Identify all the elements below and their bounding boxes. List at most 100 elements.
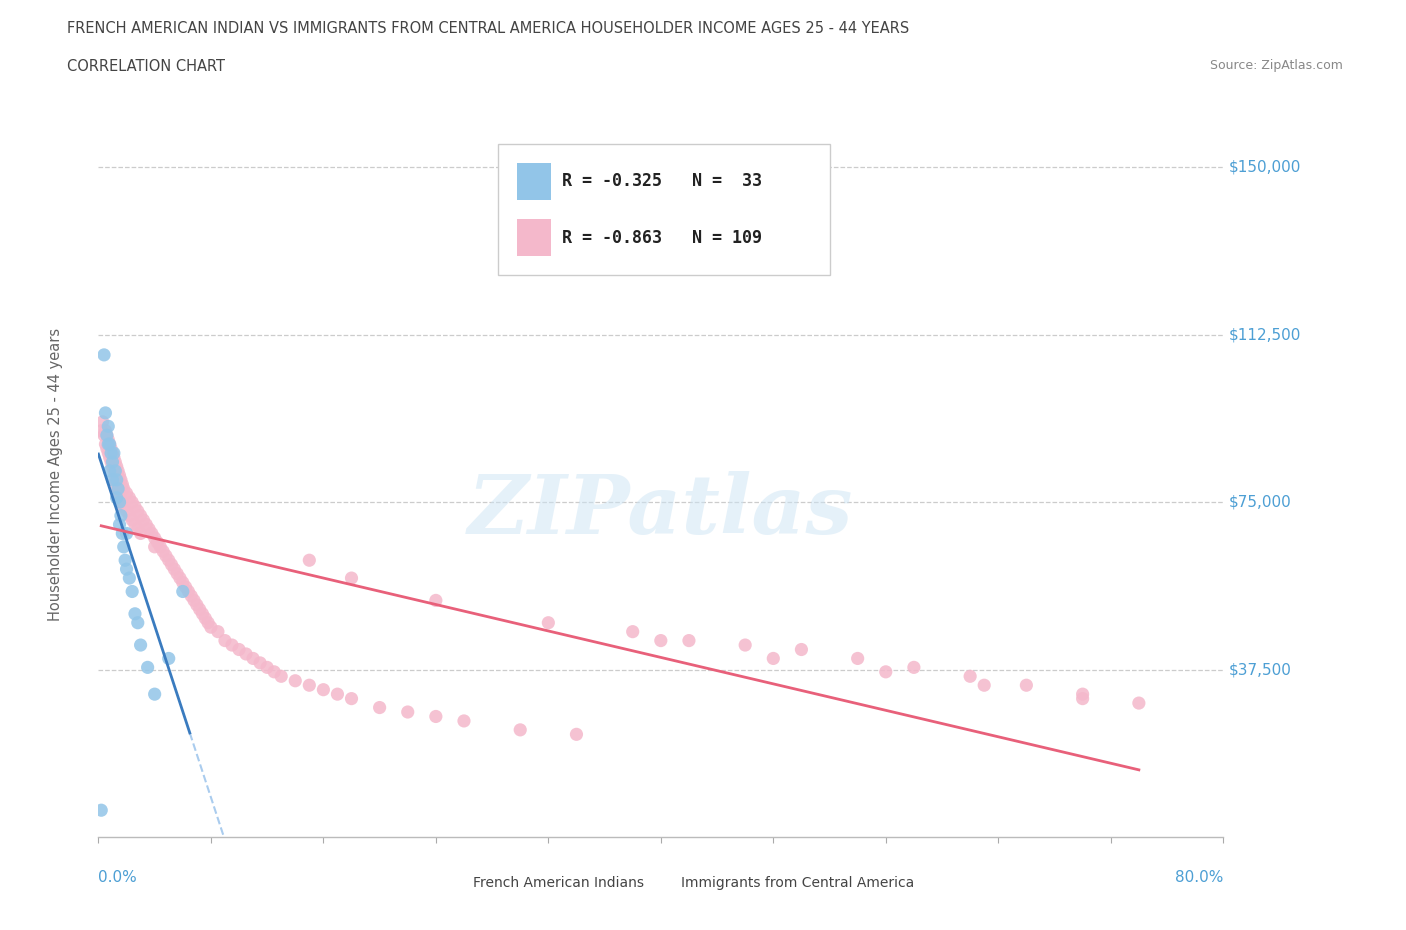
Point (762, 651, 785, 666)
Point (650, 633, 672, 648)
Point (312, 683, 335, 698)
Point (1015, 678, 1038, 693)
Point (121, 512, 143, 527)
Point (169, 571, 191, 586)
Point (200, 619, 222, 634)
Point (105, 477, 128, 492)
Point (425, 709, 447, 724)
Point (163, 562, 186, 577)
Point (124, 499, 146, 514)
Point (141, 526, 163, 541)
Point (875, 664, 897, 679)
Text: CORRELATION CHART: CORRELATION CHART (67, 59, 225, 73)
Text: R = -0.863   N = 109: R = -0.863 N = 109 (562, 229, 762, 246)
Point (183, 593, 205, 608)
Text: $112,500: $112,500 (1229, 327, 1301, 342)
Point (104, 472, 127, 487)
Text: Householder Income Ages 25 - 44 years: Householder Income Ages 25 - 44 years (48, 327, 63, 621)
FancyBboxPatch shape (517, 219, 551, 257)
Point (110, 490, 132, 505)
Point (734, 638, 756, 653)
Point (90, 423, 112, 438)
Point (157, 552, 180, 567)
Point (118, 508, 141, 523)
Point (105, 472, 128, 487)
Point (174, 579, 197, 594)
Point (509, 723, 531, 737)
Point (256, 660, 278, 675)
Point (180, 589, 202, 604)
Point (453, 713, 475, 728)
Point (124, 606, 146, 621)
Text: Immigrants from Central America: Immigrants from Central America (681, 876, 914, 890)
Text: $150,000: $150,000 (1229, 160, 1301, 175)
Point (100, 441, 122, 456)
Point (108, 495, 131, 510)
Point (97, 437, 120, 452)
Point (104, 455, 127, 470)
Point (94, 437, 117, 452)
Point (103, 445, 125, 460)
Point (242, 651, 264, 666)
Point (298, 678, 321, 693)
Point (270, 669, 292, 684)
Point (1071, 686, 1094, 701)
Point (93, 428, 115, 443)
Point (98, 450, 121, 465)
Point (94, 423, 117, 438)
Point (425, 593, 447, 608)
Point (110, 472, 132, 487)
Text: ZIPatlas: ZIPatlas (468, 471, 853, 551)
Point (108, 468, 131, 483)
Point (107, 482, 129, 497)
Point (194, 611, 217, 626)
Point (1128, 696, 1150, 711)
Point (298, 552, 321, 567)
Point (157, 651, 180, 666)
Point (678, 633, 700, 648)
Point (368, 700, 391, 715)
FancyBboxPatch shape (517, 163, 551, 200)
Point (115, 485, 138, 500)
Text: $37,500: $37,500 (1229, 662, 1292, 677)
Point (143, 686, 166, 701)
Point (121, 584, 143, 599)
Point (90, 803, 112, 817)
Point (115, 504, 138, 519)
Point (152, 544, 174, 559)
FancyBboxPatch shape (498, 144, 830, 275)
Point (132, 512, 155, 527)
Point (96, 441, 118, 456)
Point (111, 477, 134, 492)
Point (146, 535, 169, 550)
Point (112, 482, 135, 497)
Point (129, 508, 152, 523)
FancyBboxPatch shape (638, 874, 672, 891)
Point (105, 459, 128, 474)
Point (149, 539, 172, 554)
Point (135, 517, 157, 532)
Point (97, 418, 120, 433)
Point (143, 539, 166, 554)
Point (177, 584, 200, 599)
Point (172, 584, 194, 599)
Point (129, 638, 152, 653)
Point (121, 495, 143, 510)
Point (94, 405, 117, 420)
Point (903, 660, 925, 675)
Point (326, 686, 349, 701)
Point (129, 526, 152, 541)
Text: $75,000: $75,000 (1229, 495, 1292, 510)
Point (104, 463, 127, 478)
Point (537, 616, 560, 631)
Point (110, 508, 132, 523)
Point (186, 597, 208, 612)
Point (188, 602, 211, 617)
Point (112, 539, 135, 554)
Point (101, 455, 124, 470)
Point (197, 616, 219, 631)
Point (124, 517, 146, 532)
Point (96, 428, 118, 443)
Point (103, 463, 125, 478)
Point (103, 450, 125, 465)
